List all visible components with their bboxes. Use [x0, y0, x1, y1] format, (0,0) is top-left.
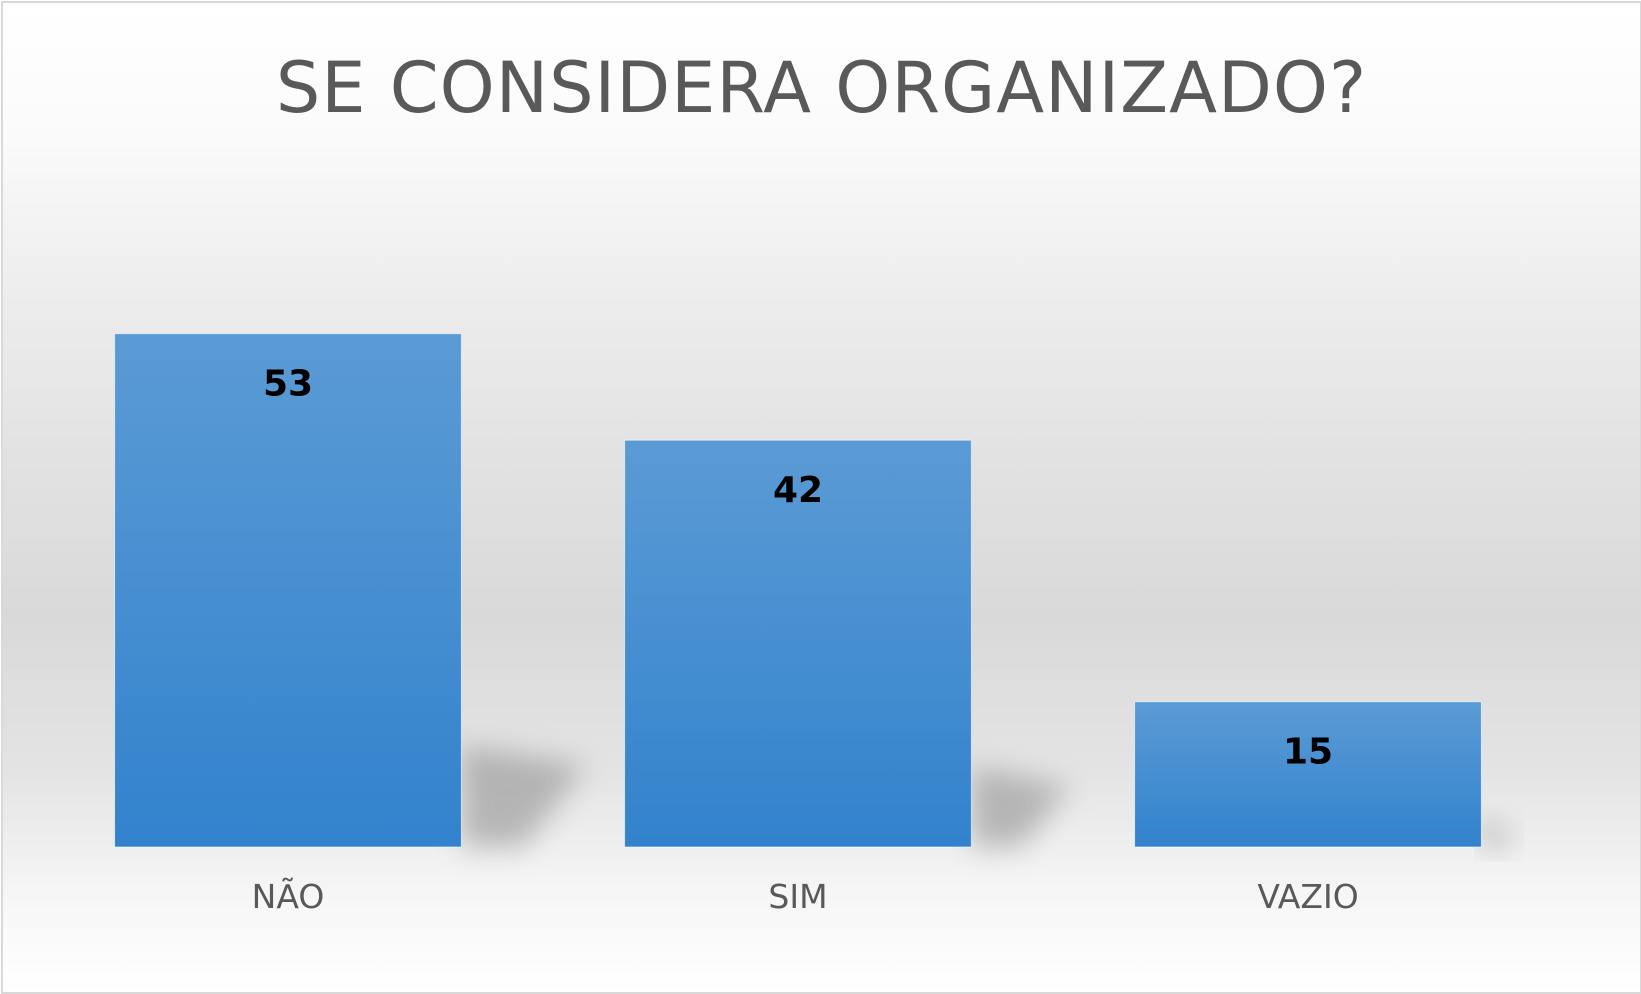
chart-plot: 53 42 15 NÃO SIM VAZIO [114, 333, 1517, 916]
bar-shadow-sim [971, 766, 1070, 847]
category-labels: NÃO SIM VAZIO [252, 877, 1359, 916]
bar-sim[interactable] [624, 439, 972, 848]
data-label-sim: 42 [773, 470, 823, 511]
bar-shadows [461, 745, 1517, 847]
category-label-vazio: VAZIO [1257, 877, 1358, 916]
data-label-vazio: 15 [1283, 732, 1333, 773]
chart-title: SE CONSIDERA ORGANIZADO? [275, 47, 1368, 129]
category-label-nao: NÃO [252, 877, 325, 916]
category-label-sim: SIM [768, 877, 827, 916]
bar-shadow-nao [461, 745, 586, 847]
bars [114, 333, 1482, 848]
bar-vazio[interactable] [1134, 701, 1482, 848]
bar-nao[interactable] [114, 333, 462, 848]
bar-shadow-vazio [1481, 818, 1517, 847]
data-labels: 53 42 15 [263, 364, 1333, 773]
data-label-nao: 53 [263, 364, 313, 405]
